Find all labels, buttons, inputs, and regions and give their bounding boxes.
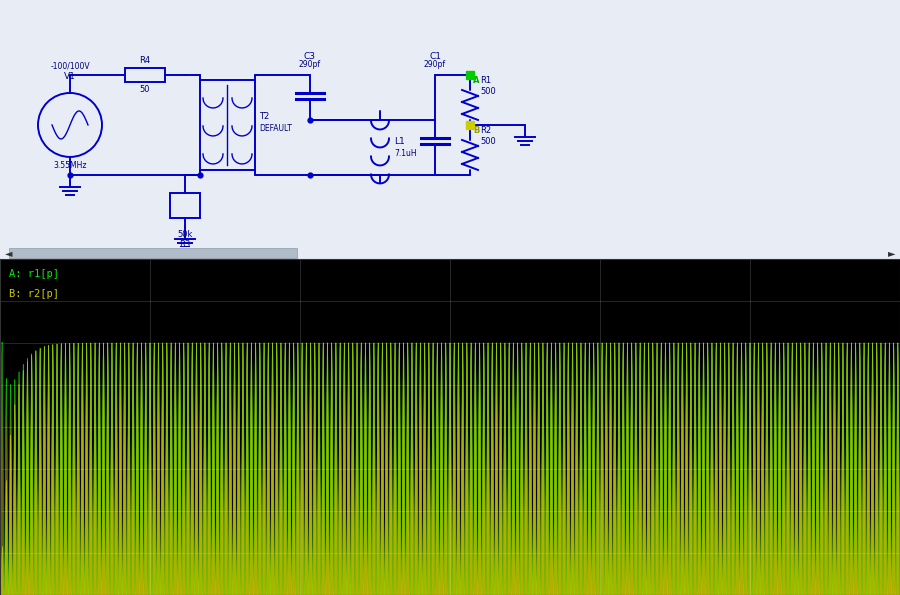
Text: 500: 500 [480, 137, 496, 146]
Text: C3: C3 [304, 52, 316, 61]
Text: T2: T2 [259, 112, 269, 121]
Text: DEFAULT: DEFAULT [259, 124, 292, 133]
Text: A: r1[p]: A: r1[p] [9, 269, 59, 279]
Text: 290pf: 290pf [299, 60, 321, 69]
Bar [9, 248, 297, 258]
Text: 290pf: 290pf [424, 60, 446, 69]
Text: -100/100V: -100/100V [50, 62, 90, 71]
Text: R2: R2 [480, 126, 491, 135]
Text: L1: L1 [394, 137, 405, 146]
Text: R3: R3 [179, 240, 191, 249]
Text: B: B [473, 126, 480, 135]
Text: 50k: 50k [177, 230, 193, 239]
Bar [170, 193, 200, 218]
Text: R4: R4 [140, 56, 150, 65]
Text: 3.55MHz: 3.55MHz [53, 161, 86, 170]
Bar [200, 80, 255, 170]
Text: 50: 50 [140, 85, 150, 94]
Text: C1: C1 [429, 52, 441, 61]
Text: V1: V1 [64, 72, 76, 81]
Text: ◄: ◄ [4, 248, 12, 258]
Text: A: A [473, 76, 480, 85]
Text: ►: ► [888, 248, 896, 258]
Bar [125, 68, 165, 82]
Text: 500: 500 [480, 87, 496, 96]
Text: 7.1uH: 7.1uH [394, 149, 417, 158]
Text: B: r2[p]: B: r2[p] [9, 289, 59, 299]
Text: R1: R1 [480, 76, 491, 85]
